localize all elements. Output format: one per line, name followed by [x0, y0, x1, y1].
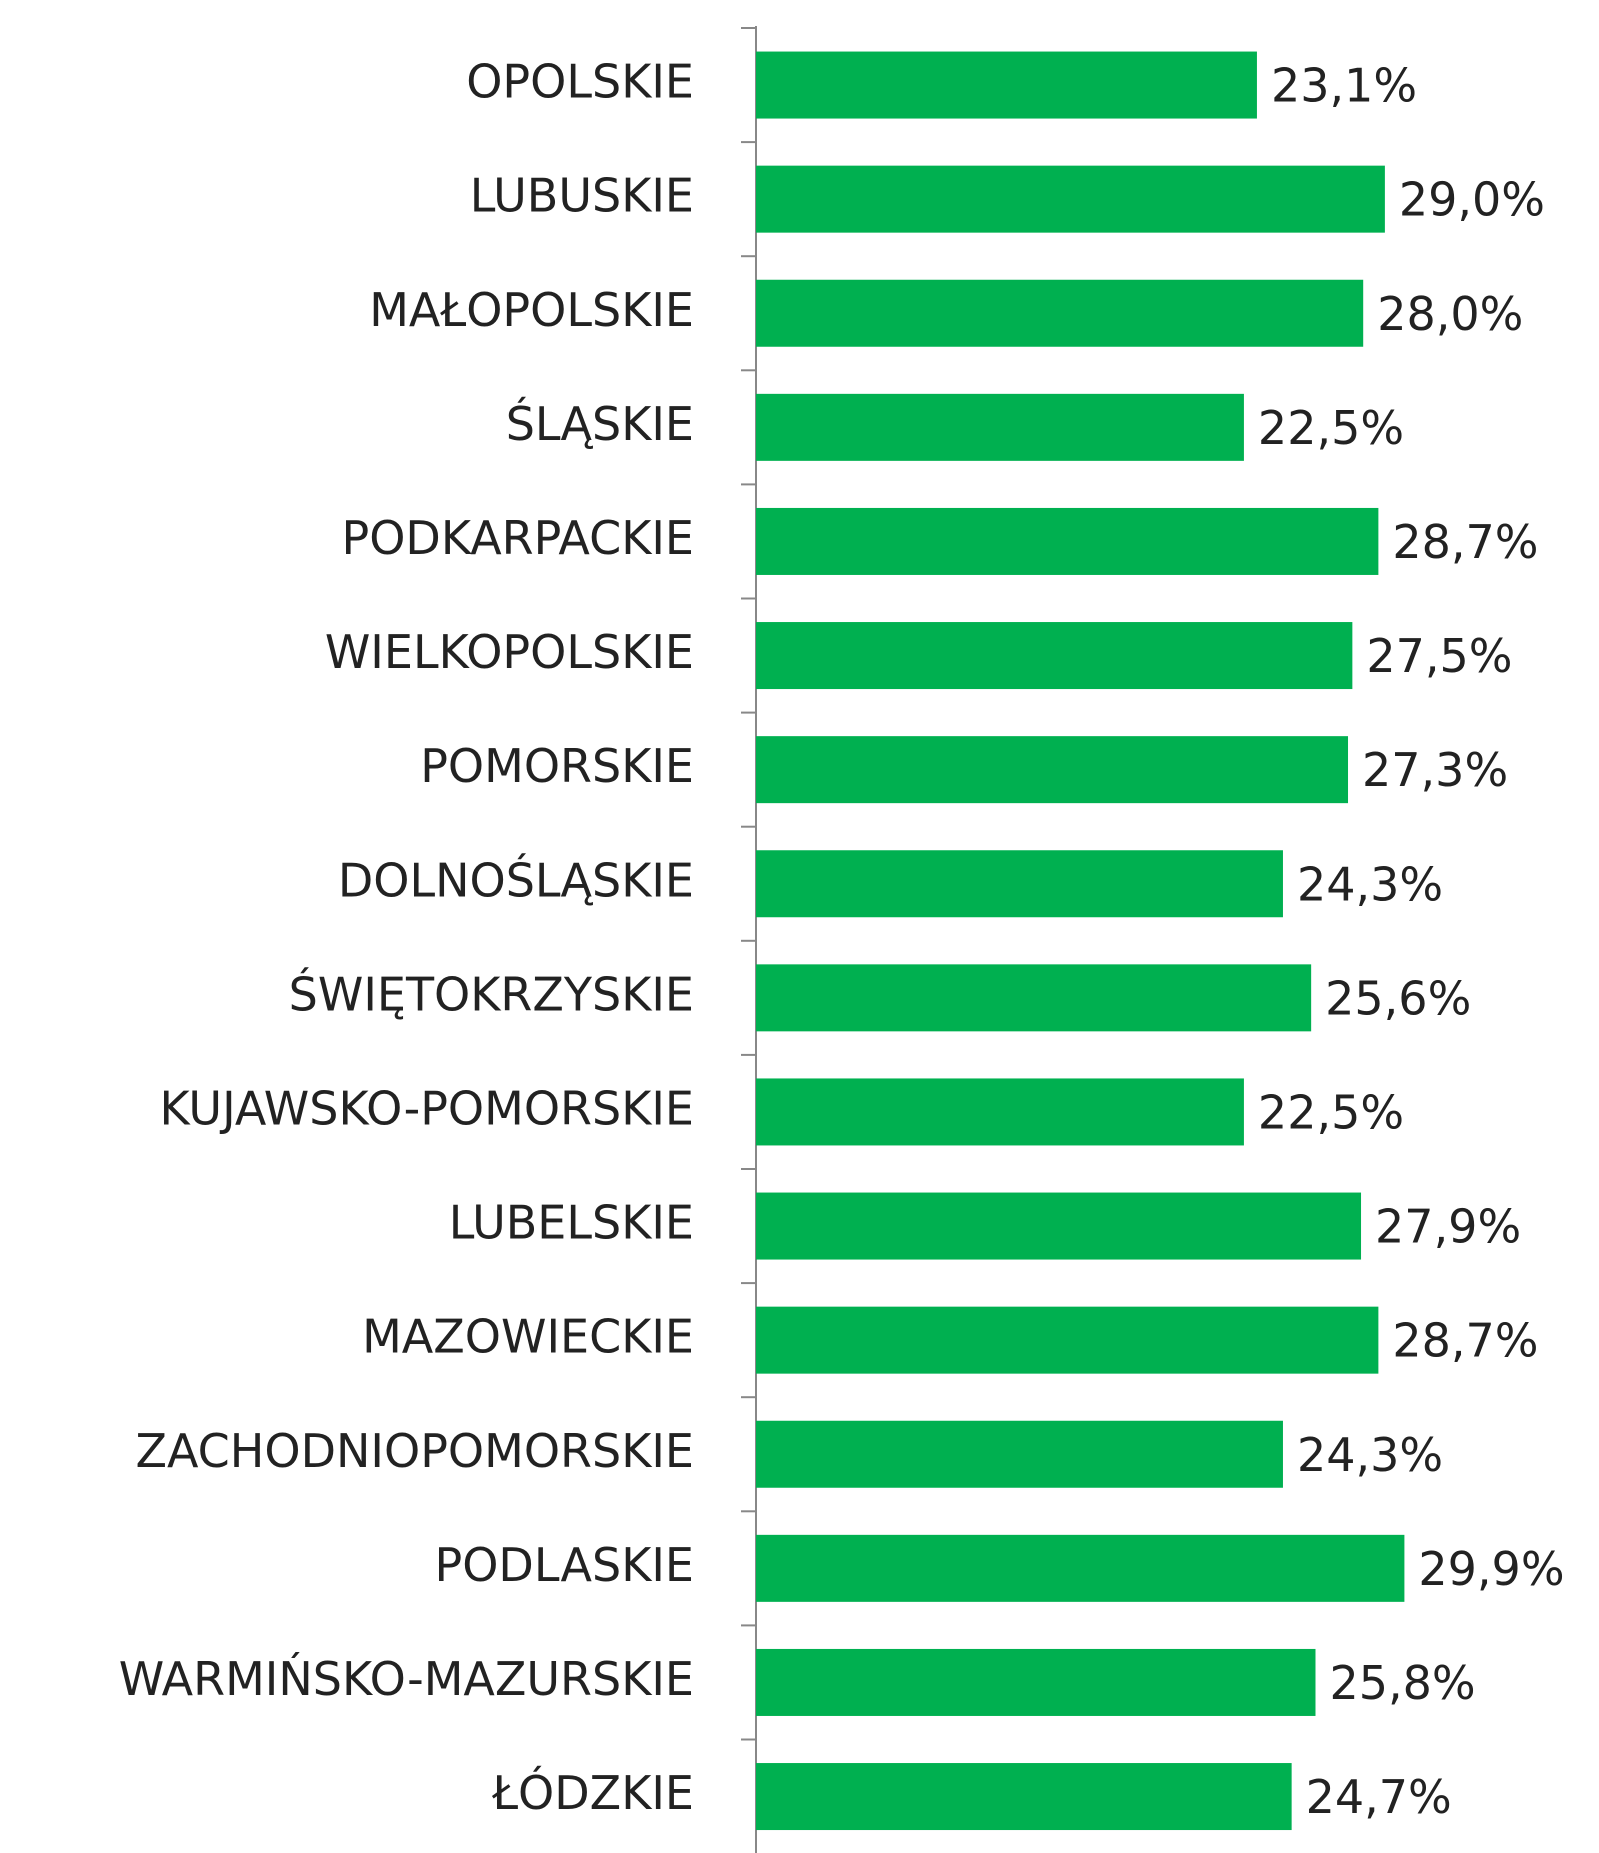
value-label: 24,3%: [1297, 1428, 1443, 1482]
bar: [756, 165, 1385, 233]
value-label: 25,6%: [1325, 971, 1471, 1025]
category-label: MAZOWIECKIE: [362, 1310, 694, 1364]
category-label: WIELKOPOLSKIE: [325, 625, 694, 679]
value-label: 27,5%: [1366, 629, 1512, 683]
category-label: OPOLSKIE: [466, 55, 694, 109]
bar: [756, 1078, 1244, 1146]
bar: [756, 1534, 1405, 1602]
category-label: LUBUSKIE: [470, 169, 694, 223]
value-label: 24,7%: [1306, 1770, 1452, 1824]
bar: [756, 850, 1283, 918]
value-label: 27,9%: [1375, 1200, 1521, 1254]
bar: [756, 1192, 1362, 1260]
bar: [756, 736, 1349, 804]
bar: [756, 507, 1379, 575]
bar: [756, 964, 1312, 1032]
value-label: 29,9%: [1418, 1542, 1564, 1596]
bar: [756, 279, 1364, 347]
bar: [756, 51, 1257, 119]
value-label: 23,1%: [1271, 59, 1417, 113]
value-label: 22,5%: [1258, 1085, 1404, 1139]
value-label: 25,8%: [1329, 1656, 1475, 1710]
value-label: 28,0%: [1377, 287, 1523, 341]
category-label: DOLNOŚLĄSKIE: [338, 853, 694, 907]
category-label: ZACHODNIOPOMORSKIE: [136, 1424, 695, 1478]
bar: [756, 1306, 1379, 1374]
category-label: POMORSKIE: [420, 739, 694, 793]
category-label: KUJAWSKO-POMORSKIE: [159, 1081, 694, 1135]
bar: [756, 622, 1353, 690]
value-label: 28,7%: [1392, 515, 1538, 569]
value-label: 22,5%: [1258, 401, 1404, 455]
category-label: ŚLĄSKIE: [506, 397, 694, 451]
category-label: ŚWIĘTOKRZYSKIE: [289, 967, 694, 1021]
category-label: PODKARPACKIE: [341, 511, 694, 565]
value-label: 27,3%: [1362, 743, 1508, 797]
bar: [756, 1420, 1283, 1488]
value-label: 24,3%: [1297, 857, 1443, 911]
category-label: WARMIŃSKO-MAZURSKIE: [119, 1652, 694, 1706]
value-label: 28,7%: [1392, 1314, 1538, 1368]
bar: [756, 1648, 1316, 1716]
category-label: ŁÓDZKIE: [491, 1766, 694, 1820]
bar: [756, 1763, 1292, 1831]
category-label: LUBELSKIE: [449, 1196, 694, 1250]
category-label: MAŁOPOLSKIE: [369, 283, 694, 337]
bar: [756, 393, 1244, 461]
category-label: PODLASKIE: [434, 1538, 694, 1592]
value-label: 29,0%: [1399, 173, 1545, 227]
